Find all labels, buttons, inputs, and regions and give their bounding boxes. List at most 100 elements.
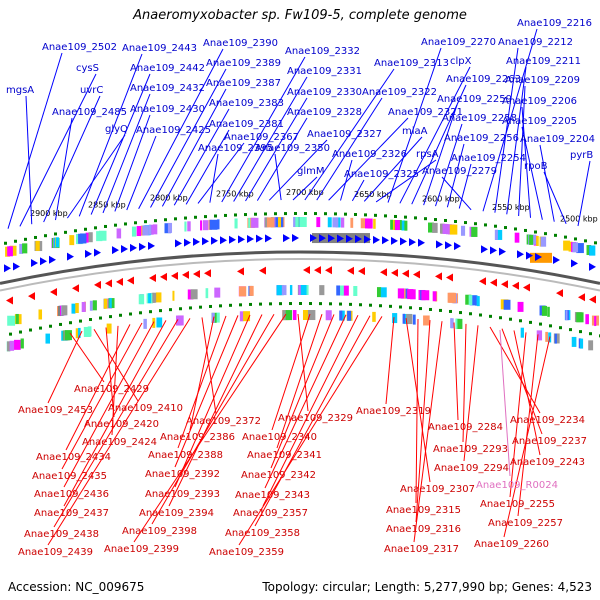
top-label-leader [66,134,126,219]
top-label-leader [399,66,471,204]
bottom-category-block [282,310,287,321]
gc-mark [79,319,82,323]
bottom-strand-gene [204,269,211,278]
top-strand-gene [535,253,542,262]
top-category-block [9,245,17,256]
bottom-gene-label: Anae109_2234 [510,415,585,426]
bottom-category-block [341,310,345,321]
gc-mark [114,223,117,227]
top-strand-gene [211,236,218,245]
top-label-leader [482,28,538,212]
bottom-category-block [138,294,145,305]
bottom-category-block [38,309,43,320]
bottom-gene-label: Anae109_2388 [148,450,223,461]
bottom-category-block [412,314,416,325]
bottom-category-block [75,303,79,314]
gc-mark [399,305,402,309]
top-category-block [460,225,466,236]
bottom-label-leader [168,314,263,507]
top-strand-gene [481,245,488,254]
bottom-gene-label: Anae109_2294 [434,463,509,474]
gc-mark [249,302,252,306]
bottom-category-block [402,313,405,324]
bottom-category-block [211,312,215,323]
top-gene-label: Anae109_2331 [287,66,362,77]
bottom-gene-label: Anae109_2359 [209,547,284,558]
gc-mark [494,224,497,228]
bottom-category-block [376,287,382,298]
top-label-leader [102,93,151,214]
bottom-label-leader [69,332,105,383]
top-gene-label: Anae109_2430 [130,104,205,115]
top-category-block [164,223,172,234]
top-category-block [266,217,275,228]
bottom-category-block [547,306,550,317]
top-category-block [572,242,579,253]
bottom-category-block [588,340,594,351]
bottom-category-block [143,318,147,329]
top-category-block [209,219,218,230]
bottom-category-block [92,300,97,311]
bottom-gene-label: Anae109_2315 [386,505,461,516]
bottom-category-block [61,305,68,316]
top-strand-gene [409,238,416,247]
bottom-category-block [87,326,92,337]
top-strand-gene [49,255,56,264]
top-strand-gene [31,258,38,267]
bottom-label-leader [47,318,191,546]
bottom-label-leader [489,326,541,414]
top-label-leader [441,176,472,211]
gc-mark [54,232,57,236]
bottom-category-block [325,310,332,321]
top-label-leader [114,114,151,212]
gc-mark [119,313,122,317]
top-category-block [167,222,173,233]
top-category-block [293,217,296,228]
bottom-category-block [300,285,307,296]
bottom-label-leader [105,327,115,418]
top-gene-label: clpX [450,56,472,67]
bottom-category-block [289,285,293,296]
top-gene-label: glyQ [105,124,128,135]
top-gene-label: Anae109_2321 [388,107,463,118]
gc-mark [394,214,397,218]
gc-mark [314,212,317,216]
top-category-block [443,223,449,234]
gc-mark [544,232,547,236]
bottom-label-leader [61,322,143,470]
bottom-label-leader [415,318,419,504]
top-gene-label: Anae109_2325 [344,169,419,180]
gc-mark [29,328,32,332]
gc-mark [464,221,467,225]
top-category-block [148,224,152,235]
top-category-block [299,217,307,228]
top-gene-label: glmM [297,166,325,177]
top-label-leader [185,129,230,205]
gc-mark [539,322,542,326]
bottom-strand-gene [50,288,57,297]
top-category-block [540,236,547,247]
bottom-gene-label: Anae109_2317 [384,544,459,555]
top-gene-label: Anae109_2206 [502,96,577,107]
bottom-category-block [457,318,463,329]
bottom-strand-gene [28,292,35,301]
top-label-leader [543,171,567,224]
gc-mark [364,213,367,217]
top-label-leader [245,97,308,202]
bottom-gene-label: Anae109_2237 [512,436,587,447]
tick-label: 2800 kbp [150,194,188,203]
gc-mark [559,326,562,330]
top-gene-label: Anae109_2383 [209,98,284,109]
bottom-category-block [302,310,310,321]
bottom-strand-gene [6,296,13,305]
top-category-block [350,217,354,228]
top-category-block [563,240,570,251]
top-strand-gene [355,235,362,244]
bottom-category-block [339,310,343,321]
gc-mark [34,235,37,239]
top-strand-gene [364,235,371,244]
top-category-block [295,217,299,228]
bottom-category-block [7,315,16,326]
top-label-leader [43,95,101,223]
bottom-category-block [421,290,430,301]
